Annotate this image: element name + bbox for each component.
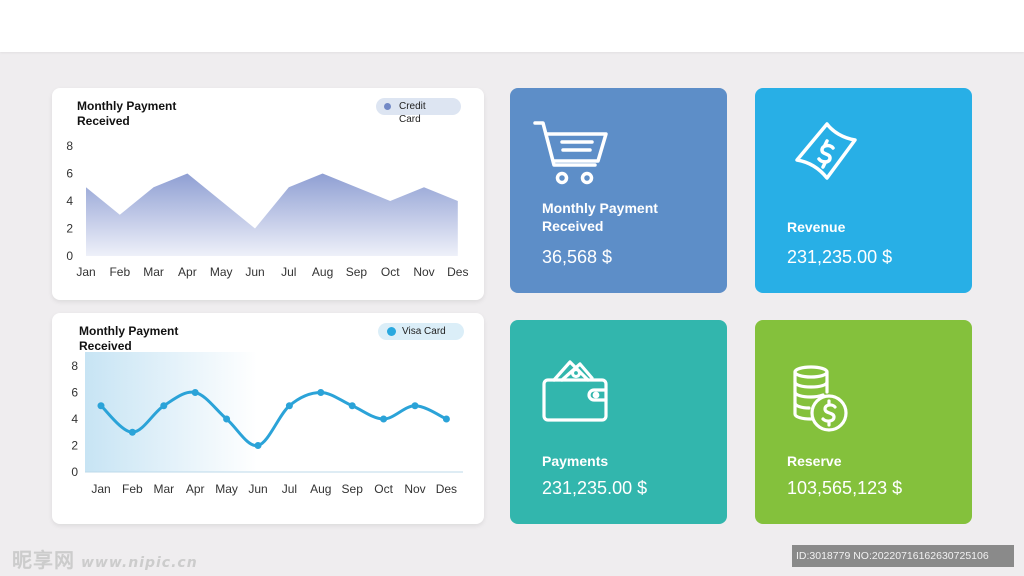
x-tick-label: Aug [312, 265, 333, 279]
x-tick-label: Nov [413, 265, 434, 279]
highlight-band [85, 352, 257, 472]
x-tick-label: Sep [346, 265, 368, 279]
y-tick-label: 4 [66, 194, 73, 208]
data-point [380, 415, 388, 423]
x-tick-label: Jan [91, 482, 110, 496]
y-tick-label: 0 [71, 465, 78, 479]
y-tick-label: 6 [66, 167, 73, 181]
x-tick-label: Jul [281, 265, 296, 279]
chart-title: Monthly Payment Received [77, 99, 177, 128]
x-tick-label: Oct [374, 482, 393, 496]
line-chart: 0 2 4 6 8 Jan Feb Mar Apr May Jun Jul Aug Sep Oct Nov De… [71, 352, 463, 496]
y-tick-label: 2 [66, 222, 73, 236]
legend-dot-icon [384, 103, 391, 110]
x-tick-label: Apr [178, 265, 197, 279]
chart-legend: Visa Card [378, 323, 464, 340]
top-bar [0, 0, 1024, 52]
data-point [128, 428, 136, 436]
wallet-icon [542, 360, 608, 422]
x-tick-label: Jun [245, 265, 264, 279]
data-point [348, 402, 356, 410]
watermark-id: ID:3018779 NO:20220716162630725106 [792, 545, 1014, 567]
y-tick-label: 8 [71, 359, 78, 373]
data-point [254, 442, 262, 449]
monthly-payment-tile[interactable]: Monthly Payment Received 36,568 $ [510, 88, 727, 293]
watermark-url: www.nipic.cn [81, 555, 198, 571]
watermark-logo: 昵享网 www.nipic.cn [12, 544, 198, 573]
credit-card-chart-card: Monthly Payment Received Credit Card 0 2 4… [52, 88, 484, 300]
legend-label: Visa Card [402, 326, 446, 337]
tile-value: 36,568 $ [542, 247, 613, 267]
x-tick-label: Des [447, 265, 468, 279]
x-tick-label: May [215, 482, 238, 496]
legend-dot-icon [387, 327, 396, 336]
data-point [285, 402, 293, 410]
payments-tile[interactable]: Payments 231,235.00 $ [510, 320, 727, 524]
tile-title: Revenue [787, 219, 846, 235]
y-tick-label: 4 [71, 412, 78, 426]
data-point [411, 402, 419, 410]
x-tick-label: Oct [381, 265, 400, 279]
y-tick-label: 0 [66, 249, 73, 263]
chart-legend: Credit Card [376, 98, 461, 125]
x-tick-label: Feb [122, 482, 143, 496]
data-point [223, 415, 231, 423]
money-bill-icon [795, 122, 857, 180]
x-tick-label: Apr [186, 482, 205, 496]
y-tick-label: 6 [71, 386, 78, 400]
tile-title: Reserve [787, 453, 842, 469]
data-point [97, 402, 105, 410]
x-tick-label: Mar [153, 482, 174, 496]
x-tick-label: Nov [404, 482, 425, 496]
coins-icon [793, 365, 848, 432]
tile-value: 231,235.00 $ [542, 478, 648, 498]
x-tick-label: Mar [143, 265, 164, 279]
area-chart: 0 2 4 6 8 Jan Feb Mar Apr May Jun Jul Aug Sep Oct Nov De… [66, 139, 468, 279]
x-tick-label: Jan [76, 265, 95, 279]
tile-title: Monthly Payment Received [542, 200, 658, 234]
y-tick-label: 8 [66, 139, 73, 153]
tile-title: Payments [542, 453, 609, 469]
data-point [191, 389, 199, 396]
y-tick-label: 2 [71, 439, 78, 453]
x-tick-label: Aug [310, 482, 331, 496]
data-point [442, 415, 450, 423]
revenue-tile[interactable]: Revenue 231,235.00 $ [755, 88, 972, 293]
watermark-logo-text: 昵享网 [12, 548, 75, 572]
data-point [160, 402, 168, 410]
x-tick-label: Sep [342, 482, 364, 496]
tile-value: 231,235.00 $ [787, 247, 893, 267]
tile-value: 103,565,123 $ [787, 478, 903, 498]
series-area-credit-card [86, 173, 458, 256]
x-tick-label: Feb [109, 265, 130, 279]
data-point [317, 389, 325, 396]
x-tick-label: Jun [248, 482, 267, 496]
legend-label: Credit Card [399, 101, 426, 125]
chart-title: Monthly Payment Received [79, 324, 179, 353]
visa-card-chart-card: Monthly Payment Received Visa Card 0 2 4 6 8… [52, 313, 484, 524]
x-tick-label: Jul [282, 482, 297, 496]
x-tick-label: Des [436, 482, 457, 496]
cart-icon [533, 121, 608, 185]
reserve-tile[interactable]: Reserve 103,565,123 $ [755, 320, 972, 524]
x-tick-label: May [210, 265, 233, 279]
